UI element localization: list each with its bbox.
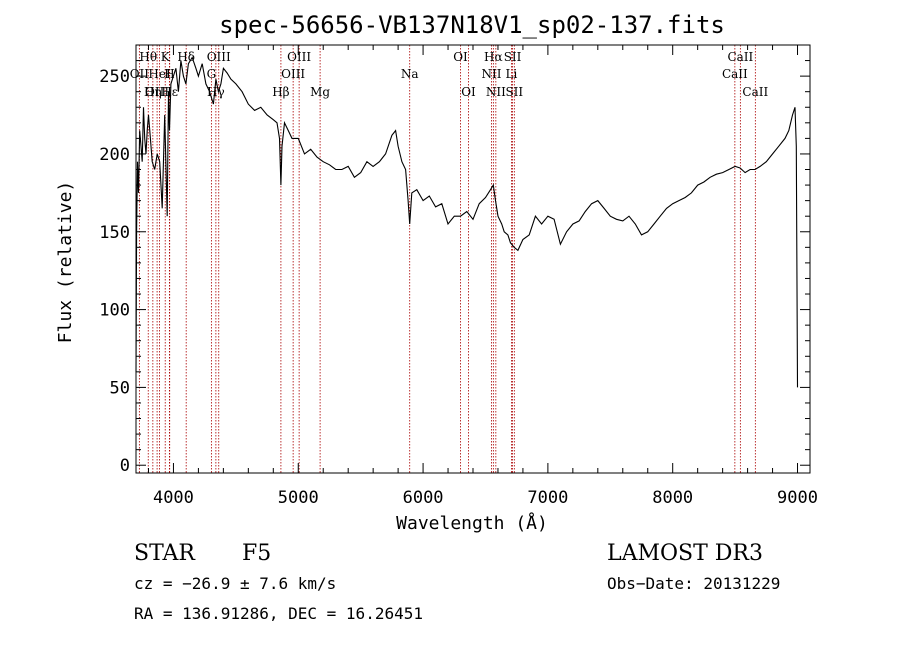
x-tick-label: 4000 <box>153 488 194 508</box>
object-class: STAR <box>134 541 196 566</box>
spectral-line-label: CaII <box>727 50 753 64</box>
y-tick-label: 100 <box>99 301 130 321</box>
spectral-line-markers <box>138 45 756 473</box>
spectral-line-label: SII <box>504 50 522 64</box>
spectral-line-label: H <box>164 67 174 81</box>
survey-name: LAMOST DR3 <box>607 541 763 566</box>
x-axis-ticks: 4000 5000 6000 7000 8000 9000 <box>147 45 818 508</box>
x-axis-label: Wavelength (Å) <box>396 512 548 534</box>
object-subclass: F5 <box>242 541 271 566</box>
spectral-line-label: Mg <box>310 85 330 99</box>
x-tick-label: 7000 <box>527 488 568 508</box>
redshift-cz: cz = −26.9 ± 7.6 km/s <box>134 574 336 593</box>
spectral-line-label: OIII <box>207 50 231 64</box>
spectral-line-label: Hβ <box>272 85 289 99</box>
spectral-line-label: G <box>207 67 217 81</box>
plot-frame <box>135 44 811 474</box>
spectral-line-label: OIII <box>145 85 169 99</box>
x-tick-label: 8000 <box>652 488 693 508</box>
spectral-line-label: NII <box>481 67 501 81</box>
spectral-line-label: HeI <box>148 67 171 81</box>
spectral-line-label: Hθ <box>139 50 157 64</box>
spectral-line-label: Hα <box>484 50 503 64</box>
spectral-line-label: Na <box>401 67 419 81</box>
chart-title: spec-56656-VB137N18V1_sp02-137.fits <box>219 11 725 39</box>
spectral-line-label: Li <box>506 67 518 81</box>
spectral-line-label: Hε <box>161 85 178 99</box>
spectral-line-label: OI <box>461 85 476 99</box>
spectral-line-label: K <box>161 50 171 64</box>
spectral-line-label: CaII <box>742 85 768 99</box>
ra-dec: RA = 136.91286, DEC = 16.26451 <box>134 604 423 623</box>
y-tick-label: 150 <box>99 223 130 243</box>
y-tick-label: 250 <box>99 67 130 87</box>
x-tick-label: 6000 <box>403 488 444 508</box>
spectral-line-labels: HθOIIOIIIHeIHηKHHεHδGHγOIIIHβOIIIOIIIMgN… <box>130 50 769 99</box>
spectral-line-label: OIII <box>287 50 311 64</box>
spectral-line-label: SII <box>505 85 523 99</box>
spectral-line-label: OIII <box>281 67 305 81</box>
spectrum-line <box>135 56 799 388</box>
y-tick-label: 50 <box>110 378 130 398</box>
spectral-line-label: Hγ <box>207 85 225 99</box>
spectral-line-label: OII <box>130 67 150 81</box>
spectral-line-label: OI <box>453 50 468 64</box>
y-axis-label: Flux (relative) <box>55 181 76 344</box>
spectral-line-label: Hη <box>144 85 162 99</box>
y-axis-ticks: 0 50 100 150 200 250 <box>99 60 810 476</box>
spectral-line-label: CaII <box>722 67 748 81</box>
y-tick-label: 0 <box>120 456 130 476</box>
x-tick-label: 9000 <box>777 488 818 508</box>
observation-date: Obs−Date: 20131229 <box>607 574 780 593</box>
y-tick-label: 200 <box>99 145 130 165</box>
spectral-line-label: NII <box>486 85 506 99</box>
x-tick-label: 5000 <box>278 488 319 508</box>
